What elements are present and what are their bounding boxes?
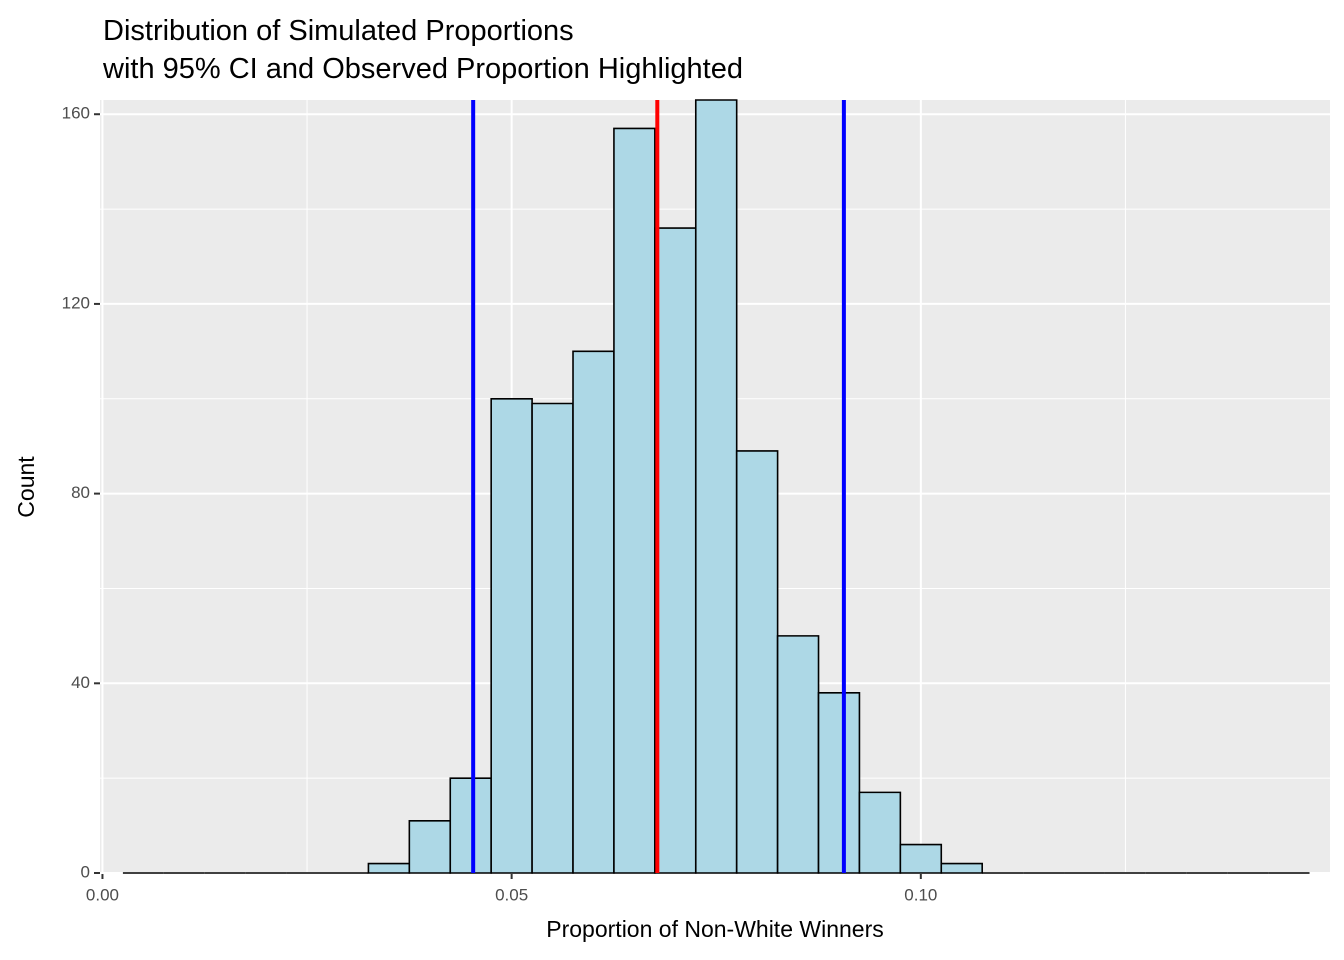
bar (858, 791, 902, 874)
bar (776, 635, 820, 874)
y-tick-label: 120 (62, 293, 90, 312)
y-axis-title: Count (13, 456, 39, 518)
bar (613, 127, 656, 874)
x-tick-label: 0.05 (495, 885, 528, 904)
bar (694, 99, 738, 874)
x-tick-label: 0.10 (904, 885, 937, 904)
chart-subtitle: with 95% CI and Observed Proportion High… (102, 53, 743, 85)
y-tick-label: 0 (81, 862, 90, 881)
bar (367, 862, 411, 874)
y-tick-label: 80 (71, 483, 90, 502)
bar (490, 397, 533, 874)
bar (735, 450, 779, 874)
bar (817, 691, 861, 874)
y-tick-label: 40 (71, 673, 90, 692)
x-axis-title: Proportion of Non-White Winners (546, 916, 883, 942)
bar (654, 227, 697, 874)
bar (940, 862, 983, 874)
x-tick-label: 0.00 (86, 885, 119, 904)
bar (408, 820, 452, 874)
bar (572, 350, 615, 874)
chart-title: Distribution of Simulated Proportions (103, 15, 574, 47)
bar (531, 402, 574, 874)
bar (449, 777, 492, 874)
bar (899, 843, 943, 874)
y-tick-label: 160 (62, 104, 90, 123)
